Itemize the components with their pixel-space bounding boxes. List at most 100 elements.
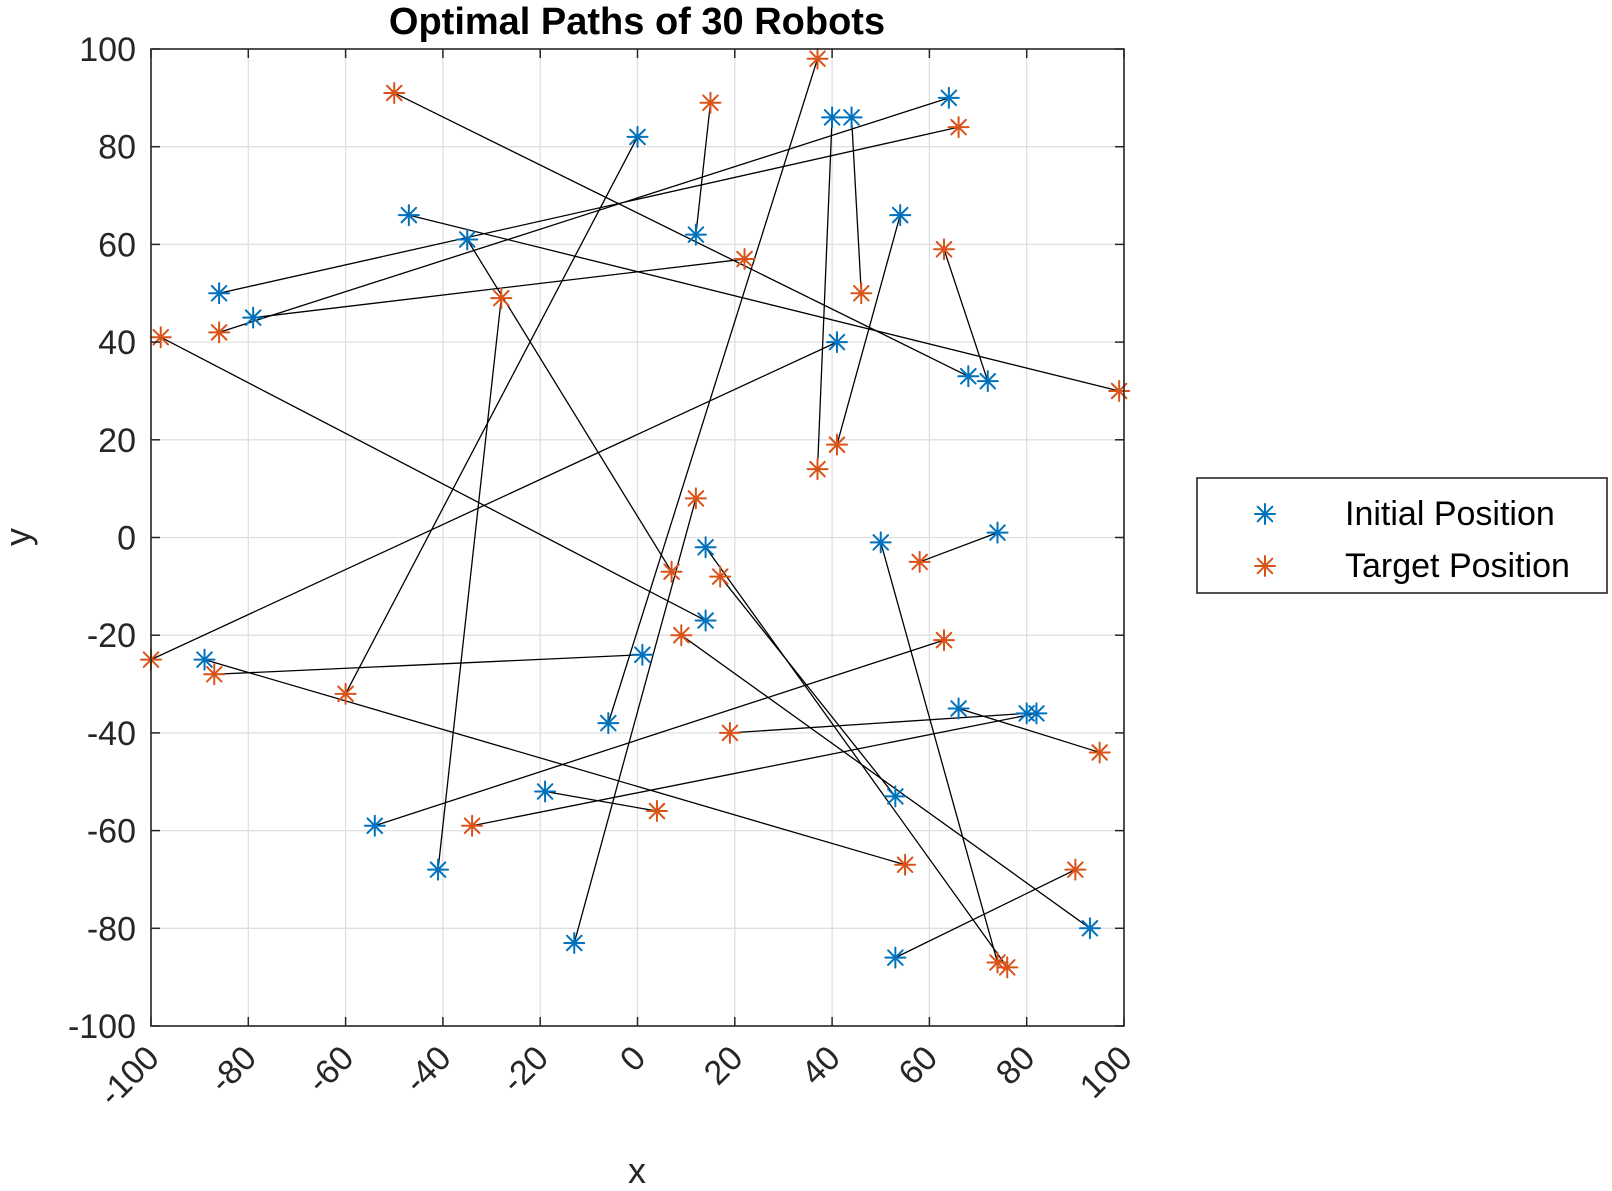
target-position-point: [208, 321, 231, 344]
robot-path: [705, 546, 1008, 968]
target-position-point: [894, 853, 917, 876]
initial-position-point: [1078, 917, 1101, 940]
robot-path: [393, 92, 969, 377]
robot-path: [214, 654, 643, 675]
y-tick-label: 20: [98, 422, 136, 460]
robot-path: [607, 58, 819, 724]
y-tick-label: -20: [87, 617, 136, 655]
initial-position-point: [694, 536, 717, 559]
target-position-point: [932, 629, 955, 652]
y-tick-label: 100: [79, 31, 136, 69]
robot-path: [471, 712, 1037, 827]
initial-position-point: [976, 370, 999, 393]
initial-position-point: [884, 946, 907, 969]
target-position-point: [699, 91, 722, 114]
initial-position-point: [363, 814, 386, 837]
robot-path: [943, 249, 989, 382]
target-position-point: [1064, 858, 1087, 881]
initial-position-point: [563, 931, 586, 954]
initial-position-point: [957, 365, 980, 388]
legend-label-initial: Initial Position: [1345, 495, 1555, 533]
x-axis-label: x: [628, 1150, 646, 1191]
target-position-point: [947, 116, 970, 139]
initial-position-point: [869, 531, 892, 554]
initial-position-point: [208, 282, 231, 305]
robot-path: [729, 712, 1027, 734]
initial-position-point: [397, 204, 420, 227]
y-axis-label: y: [0, 528, 38, 546]
robot-path: [850, 117, 862, 294]
target-position-point: [490, 287, 513, 310]
target-position-point: [660, 560, 683, 583]
robot-path: [204, 659, 906, 866]
initial-position-point: [631, 643, 654, 666]
legend-marker-target: [1254, 555, 1276, 577]
initial-position-point: [884, 785, 907, 808]
path-lines: [150, 58, 1120, 968]
robot-path: [880, 542, 999, 963]
robot-path: [408, 214, 1120, 392]
initial-position-point: [840, 106, 863, 129]
target-position-point: [825, 433, 848, 456]
initial-position-point: [427, 858, 450, 881]
target-position-point: [645, 800, 668, 823]
robot-path: [218, 126, 959, 294]
y-tick-label: -80: [87, 910, 136, 948]
robot-path: [437, 298, 502, 870]
target-position-point: [203, 663, 226, 686]
y-ticks: -100 -80 -60 -40 -20 0 20 40 60 80 100: [68, 31, 1124, 1046]
initial-position-point: [825, 331, 848, 354]
y-tick-label: -100: [68, 1008, 136, 1046]
y-tick-label: -40: [87, 715, 136, 753]
robot-path: [544, 790, 658, 812]
initial-position-point: [937, 86, 960, 109]
y-tick-label: 80: [98, 129, 136, 167]
target-position-point: [1088, 741, 1111, 764]
target-position-point: [908, 550, 931, 573]
target-position-point: [149, 326, 172, 349]
target-position-point: [1108, 379, 1131, 402]
initial-position-point: [242, 306, 265, 329]
markers: [140, 47, 1131, 979]
robot-path: [253, 258, 745, 319]
robot-path: [345, 136, 639, 695]
target-position-point: [383, 81, 406, 104]
robot-path: [695, 102, 712, 235]
legend: Initial Position Target Position: [1196, 477, 1608, 594]
robot-path: [218, 97, 950, 333]
initial-position-point: [1025, 702, 1048, 725]
target-position-point: [670, 624, 693, 647]
target-position-point: [718, 721, 741, 744]
target-position-point: [806, 458, 829, 481]
target-position-point: [461, 814, 484, 837]
y-tick-label: 40: [98, 324, 136, 362]
robot-path: [719, 576, 896, 797]
robot-path: [816, 117, 833, 470]
robot-path: [374, 639, 945, 827]
legend-label-target: Target Position: [1345, 547, 1570, 585]
y-tick-label: -60: [87, 813, 136, 851]
target-position-point: [733, 248, 756, 271]
y-tick-label: 0: [117, 520, 136, 558]
robot-path: [836, 214, 901, 445]
initial-position-point: [193, 648, 216, 671]
initial-position-point: [456, 228, 479, 251]
initial-position-point: [947, 697, 970, 720]
initial-position-point: [626, 125, 649, 148]
robot-path: [919, 532, 998, 563]
target-position-point: [334, 682, 357, 705]
robot-path: [160, 336, 706, 622]
robot-path: [150, 341, 838, 661]
target-position-point: [806, 47, 829, 70]
initial-position-point: [684, 223, 707, 246]
legend-marker-initial: [1254, 503, 1276, 525]
robot-path: [680, 634, 1091, 929]
target-position-point: [996, 956, 1019, 979]
target-position-point: [932, 238, 955, 261]
target-position-point: [850, 282, 873, 305]
legend-star-initial: [1254, 503, 1276, 525]
chart-title: Optimal Paths of 30 Robots: [389, 1, 885, 43]
y-tick-label: 60: [98, 226, 136, 264]
initial-position-point: [821, 106, 844, 129]
